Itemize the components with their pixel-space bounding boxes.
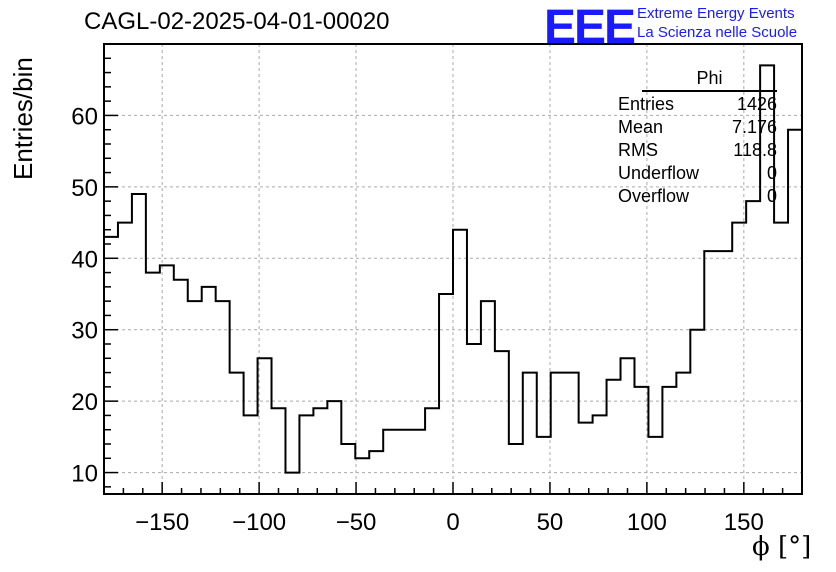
stats-label: Entries [618,94,675,114]
stats-value: 0 [766,163,777,183]
eee-logo: EEE [544,1,636,54]
stats-label: Mean [618,117,664,137]
y-tick-label: 20 [71,389,98,416]
x-tick-label: 0 [446,509,459,536]
stats-label: RMS [618,140,658,160]
y-tick-label: 10 [71,461,98,488]
y-tick-label: 40 [71,246,98,273]
stats-row: Mean 7.176 [612,117,777,140]
stats-value: 1426 [736,94,777,114]
stats-row: RMS 118.8 [612,140,777,163]
stats-row: Overflow 0 [612,186,777,209]
stats-label: Underflow [618,163,700,183]
logo-caption: Extreme Energy Events La Scienza nelle S… [637,4,797,42]
y-axis-label: Entries/bin [8,57,38,180]
y-tick-label: 30 [71,318,98,345]
x-axis-label: ϕ [°] [752,532,812,562]
stats-row: Entries 1426 [612,94,777,117]
x-tick-label: −150 [135,509,189,536]
x-tick-label: 100 [627,509,667,536]
stats-value: 0 [766,186,777,206]
stats-value: 118.8 [733,140,777,160]
stats-box: Phi Entries 1426 Mean 7.176 RMS 118.8 Under… [612,68,777,209]
stats-label: Overflow [618,186,690,206]
y-tick-label: 50 [71,175,98,202]
x-tick-label: 150 [724,509,764,536]
chart-title: CAGL-02-2025-04-01-00020 [84,8,390,35]
x-tick-label: −100 [232,509,286,536]
histogram-line [104,64,802,474]
stats-value: 7.176 [731,117,777,137]
stats-title: Phi [642,68,777,92]
y-tick-label: 60 [71,103,98,130]
stats-row: Underflow 0 [612,163,777,186]
logo-caption-line2: La Scienza nelle Scuole [637,24,798,41]
x-tick-label: 50 [537,509,564,536]
x-tick-label: −50 [336,509,377,536]
logo-caption-line1: Extreme Energy Events [637,5,795,22]
